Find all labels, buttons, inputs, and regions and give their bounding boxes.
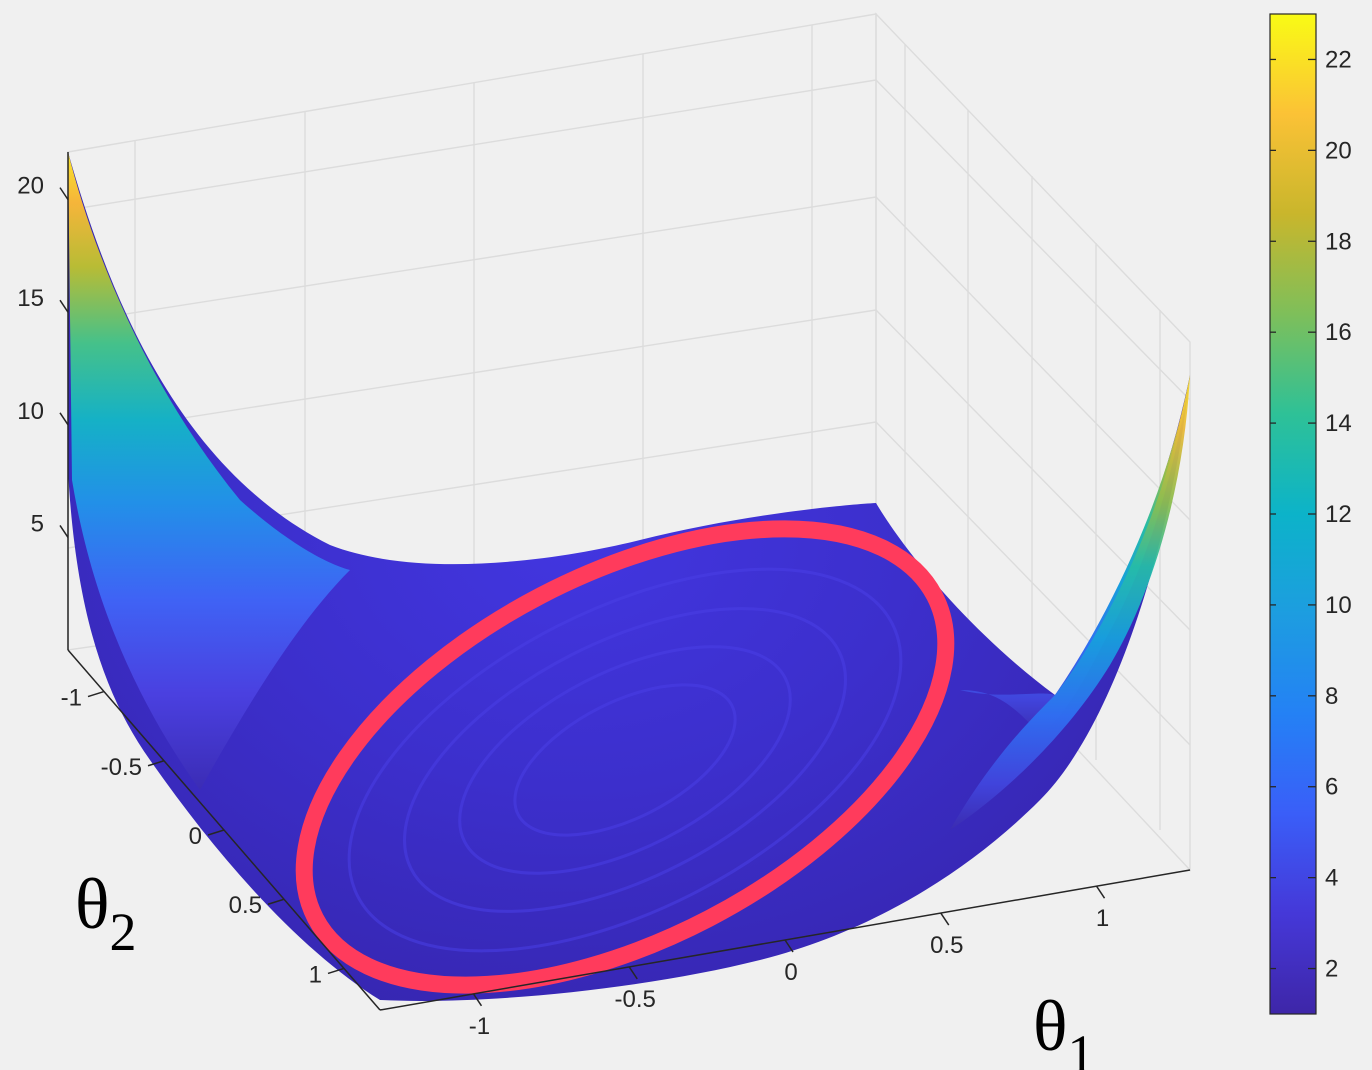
x-tick-mark	[472, 993, 483, 1007]
x-tick-mark	[784, 939, 794, 953]
colorbar-tick-label: 14	[1325, 410, 1352, 437]
z-tick-mark	[59, 187, 69, 201]
colorbar-tick-label: 4	[1325, 865, 1338, 892]
y-axis-label: θ	[75, 864, 110, 944]
y-tick-mark	[207, 829, 225, 836]
z-tick-label: 10	[17, 398, 44, 425]
z-tick-label: 15	[17, 285, 44, 312]
z-tick-mark	[59, 412, 69, 426]
x-axis-symbol: θ1	[1033, 986, 1095, 1070]
x-tick-label: -0.5	[615, 986, 656, 1013]
y-tick-label: 0	[189, 823, 202, 850]
colorbar-tick-label: 20	[1325, 137, 1352, 164]
y-axis-symbol: θ2	[75, 864, 137, 962]
colorbar: 2 4 6 8 10 12 14 16 18 20 22	[1269, 13, 1352, 1015]
z-tick-label: 20	[17, 173, 44, 200]
surface-left-wing	[68, 152, 350, 790]
x-axis-label: θ	[1033, 986, 1068, 1066]
axis-label-subscript: 1	[1068, 1024, 1095, 1070]
colorbar-tick-label: 10	[1325, 592, 1352, 619]
x-axis-ticks: -1 -0.5 0 0.5 1	[469, 885, 1109, 1040]
y-tick-label: -0.5	[101, 754, 142, 781]
axis-label-subscript: 2	[110, 902, 137, 962]
x-tick-label: 1	[1096, 905, 1109, 932]
x-tick-mark	[940, 912, 950, 926]
surface-body	[68, 152, 1190, 1001]
colorbar-tick-label: 22	[1325, 46, 1352, 73]
z-tick-label: 5	[31, 510, 44, 537]
surface	[68, 152, 1190, 1001]
x-tick-label: 0	[784, 959, 797, 986]
surface-contour-rings	[347, 567, 903, 953]
y-tick-mark	[87, 690, 105, 698]
y-tick-mark	[147, 760, 165, 767]
axes-box	[67, 12, 1191, 872]
x-tick-mark	[1095, 885, 1106, 899]
colorbar-tick-label: 8	[1325, 683, 1338, 710]
y-tick-label: 0.5	[229, 892, 262, 919]
colorbar-tick-label: 12	[1325, 501, 1352, 528]
highlight-ellipse	[295, 520, 955, 994]
z-gridlines	[67, 79, 1191, 746]
y-tick-mark	[267, 898, 285, 905]
x-tick-label: -1	[469, 1013, 490, 1040]
x-tick-label: 0.5	[930, 932, 963, 959]
x-tick-mark	[628, 966, 638, 980]
x-gridlines	[134, 25, 813, 640]
z-axis-ticks: 5 10 15 20	[17, 173, 69, 538]
y-tick-label: 1	[309, 961, 322, 988]
z-tick-mark	[59, 524, 69, 538]
colorbar-tick-label: 6	[1325, 774, 1338, 801]
colorbar-tick-label: 2	[1325, 956, 1338, 983]
y-axis-ticks: -1 -0.5 0 0.5 1	[61, 685, 345, 988]
colorbar-ticks: 2 4 6 8 10 12 14 16 18 20 22	[1270, 46, 1352, 983]
y-tick-label: -1	[61, 685, 82, 712]
colorbar-tick-label: 16	[1325, 319, 1352, 346]
colorbar-tick-label: 18	[1325, 228, 1352, 255]
y-tick-mark	[327, 967, 345, 975]
z-tick-mark	[59, 299, 69, 313]
